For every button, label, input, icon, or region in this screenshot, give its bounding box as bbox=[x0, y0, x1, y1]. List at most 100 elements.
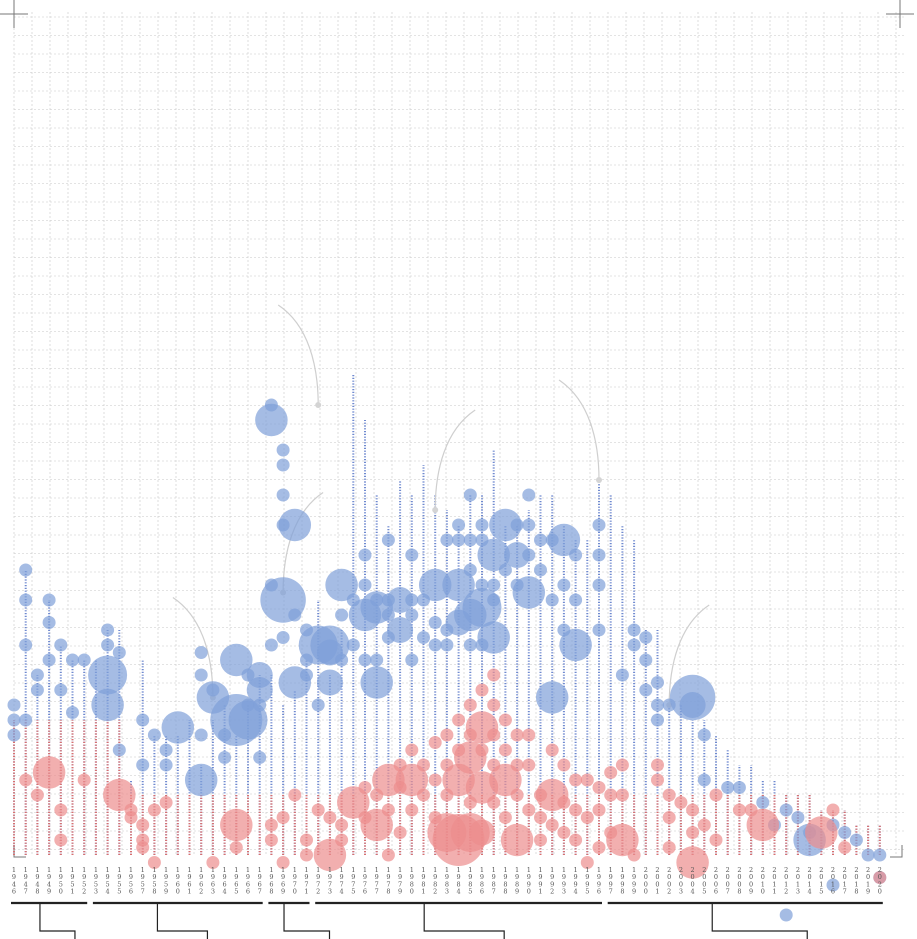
bubble-blue bbox=[387, 617, 414, 643]
bubble-blue bbox=[194, 668, 208, 682]
bubble-blue bbox=[651, 713, 664, 727]
bubble-red bbox=[489, 763, 522, 797]
bubble-red bbox=[264, 818, 278, 832]
bubble-blue bbox=[428, 616, 442, 629]
bubble-red bbox=[313, 838, 347, 872]
bubble-blue bbox=[19, 563, 33, 577]
bubble-red bbox=[676, 846, 709, 879]
bubble-blue bbox=[489, 508, 522, 542]
bubble-blue bbox=[30, 683, 44, 697]
bubble-red bbox=[534, 833, 547, 847]
bubble-blue bbox=[452, 518, 466, 532]
annotation-leader bbox=[277, 304, 319, 406]
bubble-red bbox=[498, 713, 512, 727]
group-bracket-leader bbox=[711, 903, 808, 939]
bubble-blue bbox=[504, 542, 531, 568]
bubble-blue bbox=[7, 698, 21, 712]
bubble-red bbox=[463, 698, 477, 712]
bubble-red bbox=[103, 778, 136, 812]
bubble-red bbox=[229, 841, 243, 854]
bubble-red bbox=[498, 811, 512, 824]
bubble-blue bbox=[300, 668, 313, 682]
annotation-leader-dot bbox=[596, 477, 602, 483]
bubble-red bbox=[147, 803, 161, 817]
group-bracket-leader bbox=[283, 903, 331, 939]
bubble-blue bbox=[463, 533, 477, 547]
bubble-red bbox=[697, 818, 711, 832]
bubble-blue bbox=[826, 878, 840, 892]
bubble-blue bbox=[510, 518, 524, 532]
bubble-blue bbox=[387, 587, 414, 613]
bubble-red bbox=[615, 758, 629, 772]
bubble-blue bbox=[849, 833, 863, 847]
bubble-red bbox=[592, 803, 606, 817]
bubble-blue bbox=[569, 548, 583, 562]
bubble-red bbox=[428, 773, 442, 787]
bubble-blue bbox=[335, 653, 349, 667]
bubble-blue bbox=[522, 518, 536, 532]
bubble-red bbox=[381, 803, 395, 817]
bubble-red bbox=[124, 811, 138, 824]
corner-crosshairs bbox=[0, 0, 914, 858]
bubble-red bbox=[358, 781, 372, 794]
bubble-red bbox=[498, 743, 512, 757]
bubble-red bbox=[393, 826, 407, 839]
bubble-red bbox=[264, 833, 278, 847]
bubble-blue bbox=[42, 616, 56, 629]
bubble-blue bbox=[30, 668, 44, 682]
bubble-blue bbox=[112, 743, 126, 757]
bubble-red bbox=[206, 856, 220, 869]
bubble-blue bbox=[335, 608, 349, 622]
bubble-blue bbox=[639, 653, 653, 667]
bubble-blue bbox=[697, 773, 711, 787]
bubble-red bbox=[522, 758, 536, 772]
bubble-blue bbox=[522, 548, 536, 562]
bubble-blue bbox=[452, 533, 466, 547]
bubble-red bbox=[136, 841, 150, 854]
bubble-red bbox=[569, 773, 583, 787]
bubble-blue bbox=[54, 638, 68, 652]
bubble-red bbox=[557, 826, 571, 839]
bubble-red bbox=[452, 713, 466, 727]
bubble-red bbox=[651, 773, 664, 787]
bubble-blue bbox=[498, 563, 512, 577]
bubble-blue bbox=[246, 677, 273, 703]
group-brackets bbox=[11, 901, 883, 939]
bubble-blue bbox=[592, 518, 606, 532]
bubble-blue bbox=[7, 728, 21, 742]
bubble-blue bbox=[358, 548, 372, 562]
bubble-blue bbox=[557, 578, 571, 592]
bubble-red bbox=[487, 698, 501, 712]
bubble-blue bbox=[253, 751, 267, 764]
bubble-red bbox=[746, 808, 780, 842]
bubble-blue bbox=[627, 638, 641, 652]
bubble-blue bbox=[66, 706, 79, 719]
bubble-blue bbox=[7, 713, 21, 727]
